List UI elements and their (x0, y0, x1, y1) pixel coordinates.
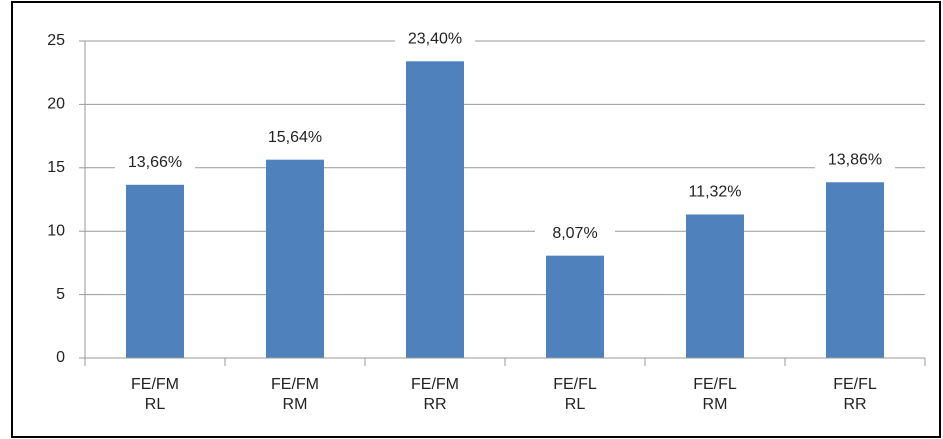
x-tick-label: FE/FL RR (833, 376, 877, 413)
x-tick-label: FE/FM RR (411, 376, 459, 413)
bar (546, 255, 604, 358)
value-label: 15,64% (268, 129, 322, 146)
x-tick-label: FE/FL RL (553, 376, 597, 413)
y-tick-label: 20 (47, 96, 65, 113)
x-tick-label: FE/FM RL (131, 376, 179, 413)
x-tick-label: FE/FM RM (271, 376, 319, 413)
y-tick-label: 5 (56, 286, 65, 303)
value-label-bg (255, 127, 335, 148)
y-tick-label: 25 (47, 32, 65, 49)
value-label: 23,40% (408, 31, 462, 48)
value-label-bg (675, 182, 755, 203)
y-tick-label: 10 (47, 222, 65, 239)
x-tick-label: FE/FL RM (693, 376, 737, 413)
value-label-bg (395, 29, 475, 50)
value-label-bg (535, 223, 615, 244)
value-label: 8,07% (552, 225, 597, 242)
y-tick-label: 0 (56, 349, 65, 366)
value-label-bg (815, 150, 895, 171)
bar (686, 214, 744, 358)
bar (126, 184, 184, 358)
bar (406, 61, 464, 359)
value-label: 11,32% (688, 184, 741, 201)
value-label-bg (115, 152, 195, 173)
bar (826, 182, 884, 358)
value-label: 13,66% (128, 154, 182, 171)
value-label: 13,86% (828, 151, 882, 168)
bar (266, 159, 324, 358)
y-tick-label: 15 (47, 159, 65, 176)
